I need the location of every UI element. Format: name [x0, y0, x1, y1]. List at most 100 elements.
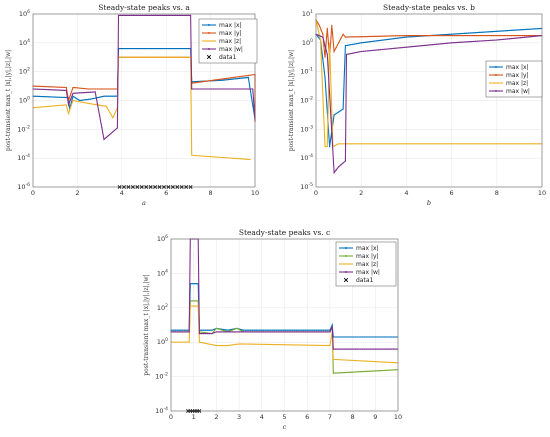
series-marker: [186, 329, 188, 331]
series-marker: [56, 89, 59, 91]
series-marker: [236, 88, 239, 90]
series-marker: [517, 37, 519, 39]
series-marker: [232, 78, 234, 80]
series-marker: [267, 329, 269, 331]
series-marker: [99, 115, 101, 117]
series-marker: [534, 28, 537, 30]
series-marker: [227, 331, 229, 333]
series-marker: [399, 37, 401, 39]
series-marker: [343, 336, 346, 338]
series-marker: [176, 48, 179, 50]
y-tick-label: 100: [19, 96, 30, 105]
series-marker: [150, 14, 152, 16]
series-marker: [39, 88, 41, 90]
series-marker: [200, 329, 203, 331]
series-marker: [491, 31, 494, 33]
series-marker: [59, 89, 61, 91]
series-marker: [499, 35, 501, 37]
series-marker: [81, 99, 83, 101]
series-marker: [174, 331, 177, 333]
series-marker: [144, 48, 146, 50]
series-marker: [456, 35, 458, 37]
series-marker: [210, 79, 212, 82]
series-marker: [52, 89, 54, 91]
series-marker: [370, 336, 372, 338]
series-marker: [190, 14, 192, 16]
series-marker: [213, 332, 215, 334]
series-marker: [243, 77, 245, 79]
series-marker: [481, 40, 483, 42]
series-marker: [384, 369, 386, 371]
series-marker: [338, 166, 340, 168]
series-marker: [240, 330, 242, 332]
series-marker: [363, 370, 366, 373]
series-marker: [451, 35, 453, 37]
series-marker: [388, 38, 390, 40]
series-marker: [65, 86, 67, 89]
series-marker: [139, 14, 141, 16]
series-marker: [382, 48, 384, 51]
series-marker: [388, 48, 390, 50]
series-marker: [392, 336, 395, 338]
series-marker: [280, 329, 282, 331]
series-marker: [291, 329, 293, 331]
series-marker: [172, 331, 174, 333]
series-marker: [459, 41, 461, 43]
series-marker: [335, 46, 337, 48]
series-marker: [390, 38, 392, 40]
legend-entry-label: max |z|: [356, 261, 378, 268]
series-marker: [360, 42, 362, 44]
series-marker: [334, 348, 337, 350]
series-marker: [215, 79, 217, 81]
x-tick-label: 1: [192, 413, 196, 421]
series-marker: [103, 88, 105, 90]
series-marker: [161, 48, 163, 50]
series-marker: [141, 14, 144, 16]
series-marker: [179, 331, 181, 333]
series-marker: [146, 48, 148, 50]
series-marker: [245, 329, 247, 331]
series-marker: [252, 74, 254, 76]
series-marker: [366, 336, 368, 338]
y-tick-label: 101: [302, 9, 313, 18]
series-marker: [258, 329, 260, 331]
series-marker: [252, 88, 254, 90]
series-marker: [230, 88, 232, 90]
series-marker: [226, 88, 228, 90]
series-marker: [256, 331, 258, 333]
series-marker: [110, 95, 112, 97]
series-marker: [101, 126, 103, 129]
series-marker: [509, 29, 511, 32]
series-marker: [150, 48, 152, 50]
series-marker: [414, 35, 416, 38]
legend-swatch-marker: [345, 255, 347, 257]
series-marker: [414, 45, 416, 47]
series-marker: [482, 35, 484, 37]
series-marker: [133, 48, 135, 50]
series-marker: [316, 329, 318, 331]
series-marker: [103, 138, 105, 140]
series-marker: [107, 88, 110, 90]
series-marker: [320, 331, 322, 333]
series-marker: [47, 86, 50, 88]
series-marker: [202, 81, 204, 83]
series-marker: [346, 336, 348, 338]
series-marker: [329, 93, 331, 95]
series-marker: [65, 96, 67, 99]
legend-swatch-marker: [345, 247, 347, 249]
series-marker: [318, 331, 320, 333]
series-marker: [105, 88, 107, 90]
series-marker: [476, 31, 478, 34]
series-marker: [483, 31, 485, 33]
series-marker: [215, 88, 217, 90]
series-marker: [349, 44, 351, 46]
series-marker: [184, 329, 186, 331]
x-axis-label: c: [283, 423, 287, 431]
series-marker: [368, 336, 370, 338]
series-marker: [348, 371, 350, 373]
series-marker: [358, 42, 360, 44]
series-marker: [76, 87, 78, 89]
series-marker: [453, 35, 456, 37]
x-axis-label: a: [142, 199, 146, 207]
series-marker: [278, 329, 280, 331]
